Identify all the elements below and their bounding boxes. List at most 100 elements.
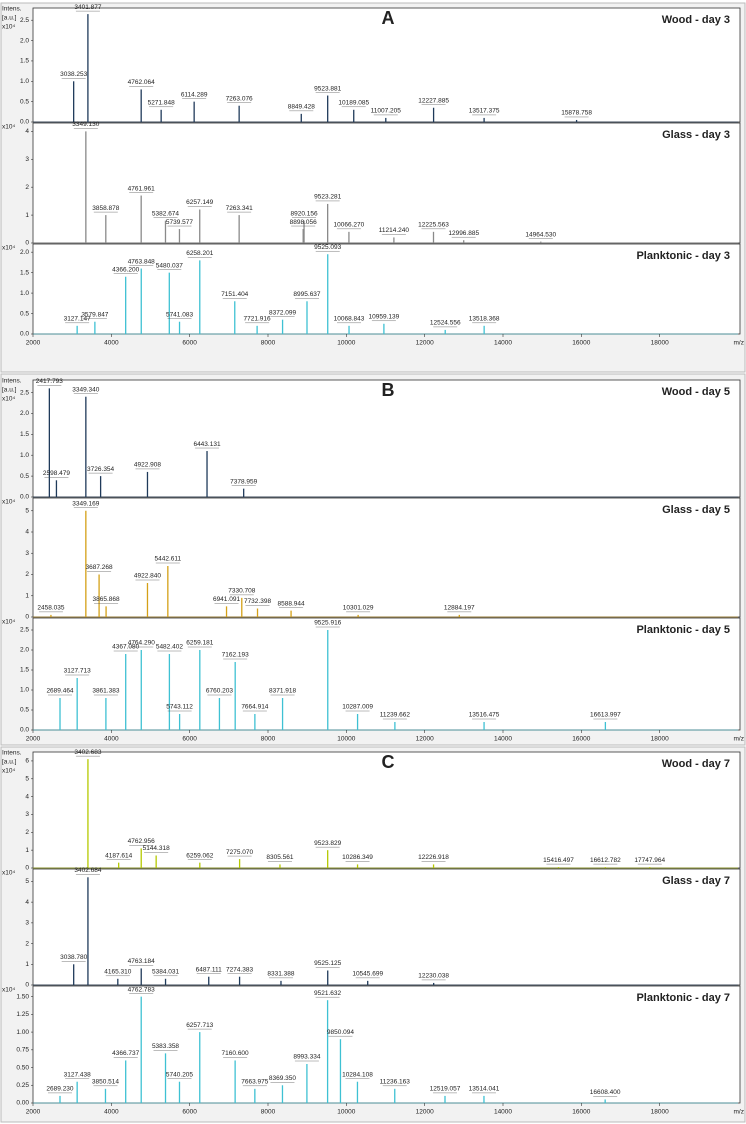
peak-label: 9525.916 [314,620,341,627]
y-axis-label: [a.u.] [2,15,17,22]
y-axis-label: [a.u.] [2,387,17,394]
peak-label: 7721.916 [244,316,271,323]
y-tick-label: 4 [25,529,29,536]
y-tick-label: 2.0 [20,249,29,256]
peak-label: 7330.708 [228,588,255,595]
peak-label: 6258.201 [186,250,213,257]
x-tick-label: 18000 [651,736,669,743]
peak-label: 3861.383 [92,688,119,695]
peak-label: 15878.758 [561,110,592,117]
peak-label: 3687.268 [86,564,113,571]
x-tick-label: 10000 [337,1109,355,1116]
y-tick-label: 1 [25,847,29,854]
peak-label: 12996.885 [448,230,479,237]
peak-label: 5384.031 [152,969,179,976]
peak-label: 14964.530 [525,231,556,238]
peak-label: 8305.561 [266,854,293,861]
peak-label: 2689.464 [46,688,73,695]
y-tick-label: 1 [25,592,29,599]
peak-label: 2689.230 [46,1086,73,1093]
peak-label: 2458.035 [37,605,64,612]
peak-label: 3401.877 [74,4,101,11]
y-tick-label: 1 [25,212,29,219]
y-tick-label: 0 [25,614,29,621]
y-tick-label: 2 [25,184,29,191]
y-tick-label: 1.0 [20,452,29,459]
y-unit: x10⁴ [2,768,15,775]
x-axis-label: m/z [734,1109,744,1116]
y-tick-label: 1.5 [20,667,29,674]
y-unit: x10⁴ [2,396,15,403]
y-tick-label: 0.5 [20,707,29,714]
title: Glass - day 5 [662,504,730,516]
peak-label: 7263.341 [226,205,253,212]
peak-label: 4762.956 [128,838,155,845]
peak-label: 6760.203 [206,688,233,695]
y-tick-label: 0 [25,865,29,872]
x-tick-label: 14000 [494,736,512,743]
y-tick-label: 1.0 [20,290,29,297]
peak-label: 9850.094 [327,1029,354,1036]
peak-label: 13514.041 [469,1086,500,1093]
y-tick-label: 6 [25,758,29,765]
peak-label: 9523.829 [314,840,341,847]
peak-label: 8372.099 [269,309,296,316]
x-tick-label: 12000 [416,340,434,347]
y-tick-label: 1.0 [20,78,29,85]
panel-letter: A [382,8,395,28]
peak-label: 12519.057 [430,1086,461,1093]
peak-label: 15416.497 [543,857,574,864]
panel-letter: C [382,752,395,772]
peak-label: 3858.878 [92,205,119,212]
x-tick-label: 16000 [572,340,590,347]
peak-label: 3402.683 [74,749,101,756]
y-tick-label: 2.5 [20,389,29,396]
y-unit: x10⁴ [2,245,15,252]
y-tick-label: 2 [25,829,29,836]
y-tick-label: 0.0 [20,494,29,501]
x-tick-label: 14000 [494,340,512,347]
y-tick-label: 2.0 [20,410,29,417]
y-tick-label: 0.75 [16,1047,29,1054]
peak-label: 3127.713 [64,668,91,675]
x-tick-label: 18000 [651,1109,669,1116]
peak-label: 5740.205 [166,1071,193,1078]
peak-label: 12226.918 [418,854,449,861]
y-tick-label: 0 [25,240,29,247]
plot-area [32,985,741,1104]
peak-label: 7274.383 [226,966,253,973]
x-tick-label: 18000 [651,340,669,347]
peak-label: 3349.130 [72,121,99,128]
peak-label: 5741.083 [166,311,193,318]
peak-label: 10287.009 [342,704,373,711]
y-tick-label: 4 [25,793,29,800]
peak-label: 6443.131 [193,441,220,448]
peak-label: 3850.514 [92,1079,119,1086]
peak-label: 8331.388 [267,971,294,978]
y-unit: x10⁴ [2,870,15,877]
y-tick-label: 5 [25,775,29,782]
y-axis-label: Intens. [2,750,22,757]
peak-label: 2417.793 [36,378,63,385]
y-unit: x10⁴ [2,124,15,131]
peak-label: 5743.112 [166,704,193,711]
title: Planktonic - day 3 [636,250,730,262]
peak-label: 6259.181 [186,640,213,647]
panel-letter: B [382,380,395,400]
x-tick-label: 8000 [261,736,276,743]
peak-label: 4366.200 [112,266,139,273]
peak-label: 9525.125 [314,960,341,967]
peak-label: 10959.139 [369,313,400,320]
plot-area [32,868,741,986]
x-tick-label: 6000 [182,1109,197,1116]
x-axis-label: m/z [734,340,744,347]
x-tick-label: 16000 [572,1109,590,1116]
peak-label: 8849.428 [288,104,315,111]
peak-label: 16612.782 [590,857,621,864]
title: Glass - day 3 [662,129,730,141]
y-unit: x10⁴ [2,619,15,626]
peak-label: 4367.080 [112,644,139,651]
peak-label: 3038.780 [60,954,87,961]
